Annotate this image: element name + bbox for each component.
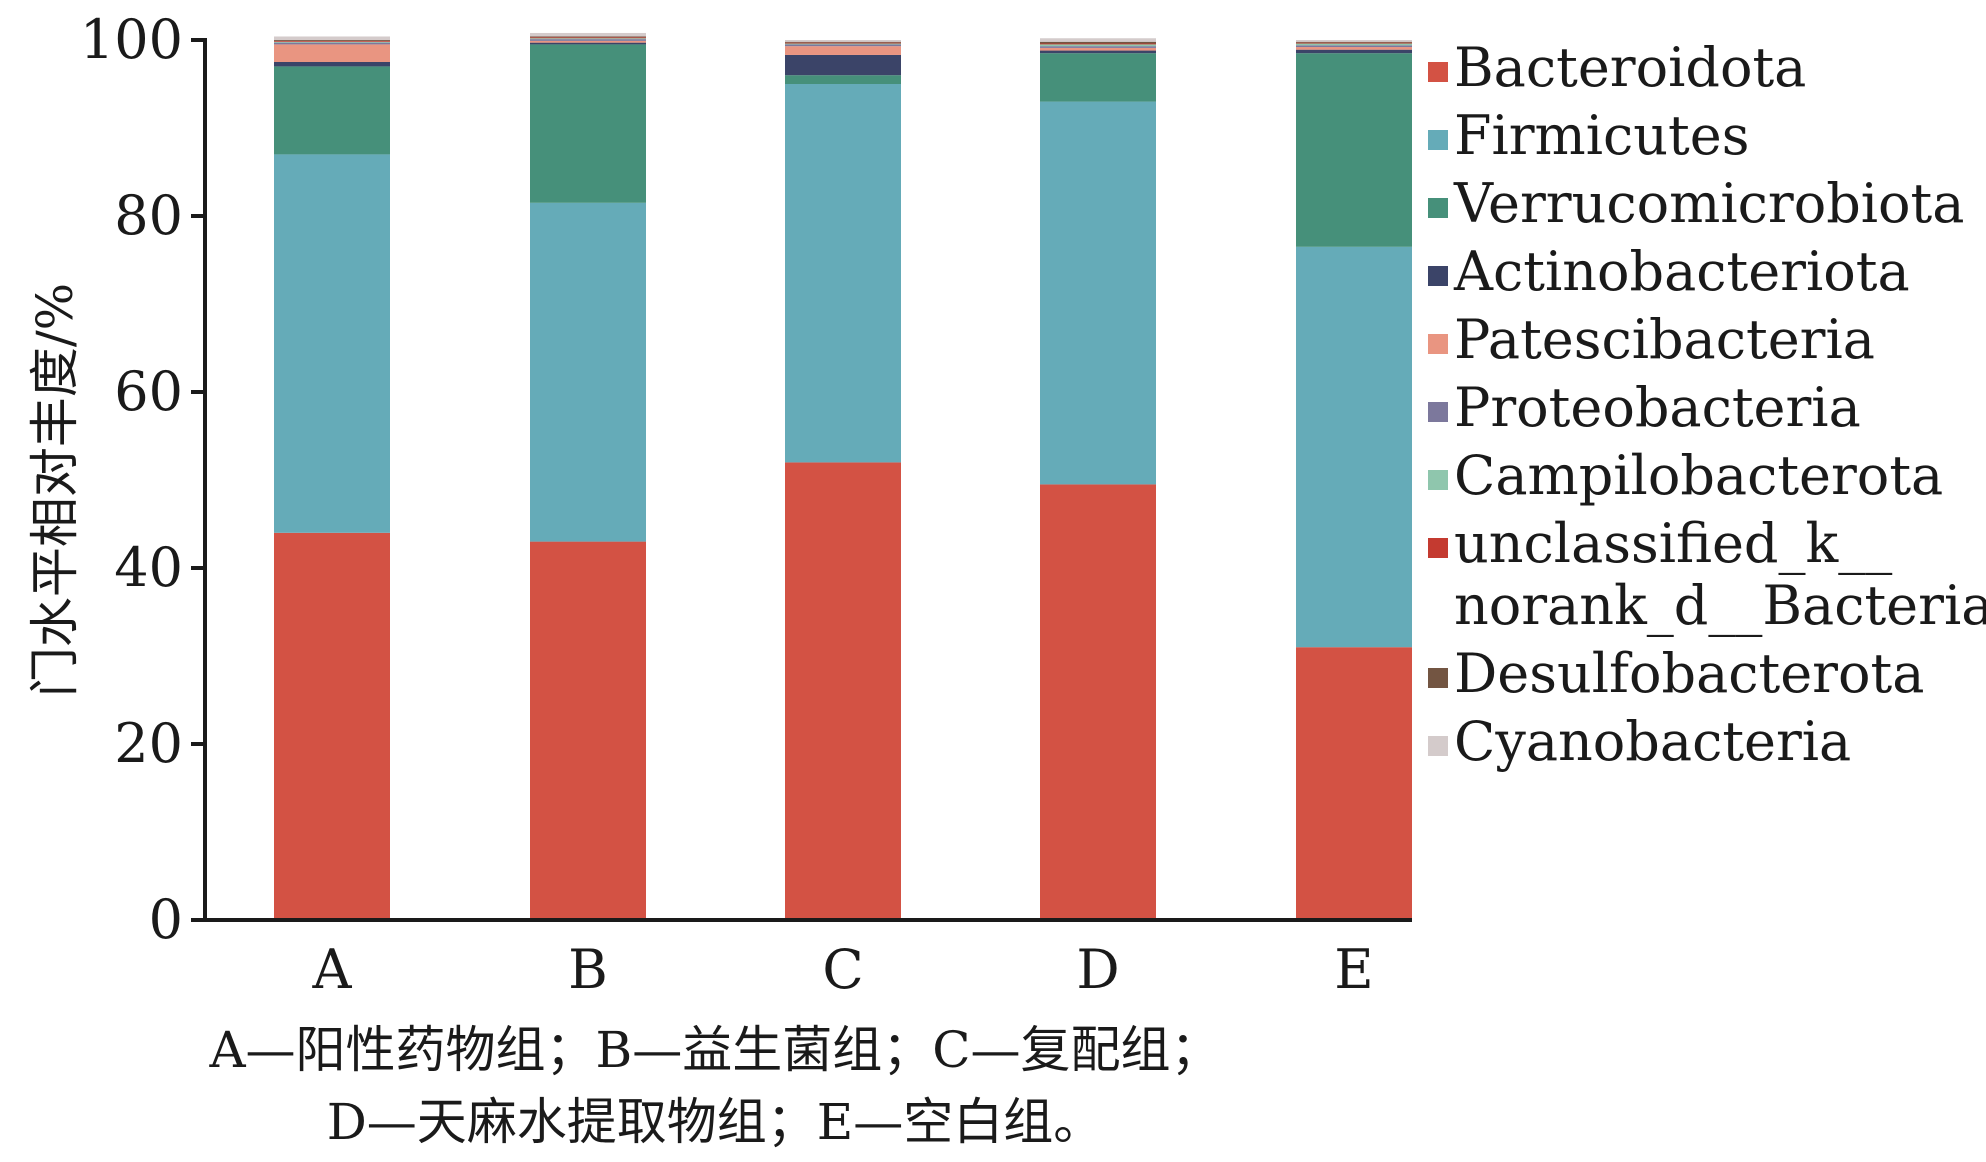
bar-segment-D-9 bbox=[1040, 38, 1156, 42]
bar-segment-D-5 bbox=[1040, 46, 1156, 48]
bar-segment-C-5 bbox=[785, 44, 901, 47]
bar-segment-E-6 bbox=[1296, 43, 1412, 46]
bar-segment-D-8 bbox=[1040, 41, 1156, 44]
axes: A B C D E 0 20 40 60 80 100 门水平相对丰度/% bbox=[26, 8, 1412, 1001]
bar-segment-E-2 bbox=[1296, 53, 1412, 247]
bar-segment-A-8 bbox=[274, 40, 390, 41]
legend-label-0: Bacteroidota bbox=[1454, 36, 1806, 99]
legend-label-7: unclassified_k__ norank_d__Bacteria bbox=[1454, 512, 1986, 637]
y-tick-label: 0 bbox=[149, 888, 183, 951]
legend-label-3: Actinobacteriota bbox=[1453, 240, 1910, 303]
bar-segment-E-9 bbox=[1296, 40, 1412, 42]
bar-segment-A-3 bbox=[274, 62, 390, 67]
bar-segment-C-1 bbox=[785, 84, 901, 463]
legend-swatch-5 bbox=[1428, 402, 1448, 422]
legend: BacteroidotaFirmicutesVerrucomicrobiotaA… bbox=[1428, 36, 1986, 773]
bar-segment-B-0 bbox=[530, 541, 646, 920]
y-axis-label: 门水平相对丰度/% bbox=[26, 283, 84, 697]
bar-segment-E-3 bbox=[1296, 49, 1412, 54]
legend-label-4: Patescibacteria bbox=[1454, 308, 1875, 371]
bar-segment-C-2 bbox=[785, 75, 901, 84]
legend-label-6: Campilobacterota bbox=[1454, 444, 1943, 507]
y-tick-label: 100 bbox=[80, 8, 183, 71]
bar-segment-A-2 bbox=[274, 66, 390, 155]
bar-segment-E-4 bbox=[1296, 47, 1412, 50]
bar-segment-E-1 bbox=[1296, 246, 1412, 648]
caption-line-1: A—阳性药物组；B—益生菌组；C—复配组； bbox=[209, 1021, 1221, 1079]
bar-segment-E-7 bbox=[1296, 42, 1412, 44]
bar-segment-A-0 bbox=[274, 532, 390, 920]
x-tick-label: A bbox=[312, 938, 353, 1001]
x-tick-label: D bbox=[1076, 938, 1119, 1001]
bar-segment-A-1 bbox=[274, 154, 390, 533]
legend-label-5: Proteobacteria bbox=[1454, 376, 1861, 439]
bar-segment-E-8 bbox=[1296, 41, 1412, 43]
bar-segment-C-4 bbox=[785, 46, 901, 55]
bar-segment-A-9 bbox=[274, 36, 390, 40]
bar-segment-A-7 bbox=[274, 40, 390, 42]
legend-label-9: Cyanobacteria bbox=[1454, 710, 1851, 773]
legend-swatch-2 bbox=[1428, 198, 1448, 218]
bar-segment-E-0 bbox=[1296, 647, 1412, 920]
legend-label-2: Verrucomicrobiota bbox=[1453, 172, 1964, 235]
bar-segment-B-3 bbox=[530, 42, 646, 45]
legend-swatch-3 bbox=[1428, 266, 1448, 286]
bar-segment-C-9 bbox=[785, 40, 901, 42]
bar-segment-A-6 bbox=[274, 41, 390, 43]
legend-swatch-1 bbox=[1428, 130, 1448, 150]
bar-segment-E-5 bbox=[1296, 45, 1412, 48]
x-tick-label: E bbox=[1334, 938, 1373, 1001]
bar-segment-D-3 bbox=[1040, 50, 1156, 54]
legend-label-8: Desulfobacterota bbox=[1454, 642, 1924, 705]
bar-segment-C-8 bbox=[785, 41, 901, 43]
y-tick-label: 80 bbox=[114, 184, 183, 247]
legend-swatch-6 bbox=[1428, 470, 1448, 490]
bar-segment-C-3 bbox=[785, 54, 901, 76]
bar-segment-B-7 bbox=[530, 37, 646, 39]
bar-segment-D-0 bbox=[1040, 484, 1156, 920]
legend-swatch-9 bbox=[1428, 736, 1448, 756]
bar-segment-B-1 bbox=[530, 202, 646, 542]
bar-segment-D-2 bbox=[1040, 53, 1156, 102]
bar-segment-C-0 bbox=[785, 462, 901, 920]
x-tick-label: C bbox=[822, 938, 863, 1001]
bars bbox=[274, 32, 1412, 920]
legend-swatch-0 bbox=[1428, 62, 1448, 82]
legend-swatch-7 bbox=[1428, 538, 1448, 558]
bar-segment-B-2 bbox=[530, 44, 646, 203]
caption-line-2: D—天麻水提取物组；E—空白组。 bbox=[326, 1093, 1104, 1151]
x-tick-label: B bbox=[568, 938, 608, 1001]
bar-segment-C-7 bbox=[785, 42, 901, 44]
bar-segment-D-4 bbox=[1040, 47, 1156, 51]
bar-segment-C-6 bbox=[785, 43, 901, 45]
bar-segment-B-6 bbox=[530, 38, 646, 40]
bar-segment-B-5 bbox=[530, 39, 646, 41]
y-tick-label: 40 bbox=[114, 536, 183, 599]
bar-segment-B-9 bbox=[530, 32, 646, 37]
bar-segment-A-5 bbox=[274, 42, 390, 45]
y-tick-label: 60 bbox=[114, 360, 183, 423]
bar-segment-D-6 bbox=[1040, 44, 1156, 47]
legend-label-1: Firmicutes bbox=[1454, 104, 1749, 167]
bar-segment-B-8 bbox=[530, 36, 646, 38]
bar-segment-D-7 bbox=[1040, 43, 1156, 45]
bar-segment-D-1 bbox=[1040, 101, 1156, 485]
bar-segment-A-4 bbox=[274, 44, 390, 62]
legend-swatch-4 bbox=[1428, 334, 1448, 354]
y-tick-label: 20 bbox=[114, 712, 183, 775]
legend-swatch-8 bbox=[1428, 668, 1448, 688]
bar-segment-B-4 bbox=[530, 40, 646, 43]
